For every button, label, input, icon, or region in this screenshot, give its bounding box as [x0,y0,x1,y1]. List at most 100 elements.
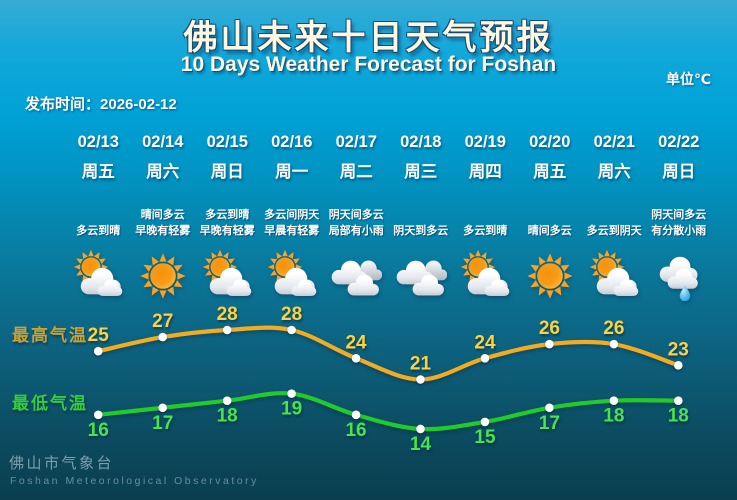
weather-description-line2: 阴天到多云 [393,225,449,237]
max-temp-point [158,332,167,342]
weather-description: 阴天间多云局部有小雨 [324,205,389,239]
publish-date: 2026-02-12 [100,96,177,113]
day-column: 02/18 周三阴天到多云 [389,131,454,306]
sunny-icon [137,249,189,301]
min-temp-point [158,403,167,413]
min-temp-value: 17 [539,413,560,434]
weather-description: 多云到阴天 [582,205,647,239]
min-temp-point [480,417,490,427]
day-column: 02/22 周日 阴天间多云 有分散小雨 [647,131,712,306]
temperature-chart: 25 27 28 28 24 21 24 26 26 23 16 17 18 19 16 14 15 17 18 18 [88,304,689,455]
weather-description: 多云间阴天早晨有轻雾 [260,205,325,239]
date-label: 02/15 [206,133,248,151]
max-temp-point [609,339,619,349]
weather-description-line2: 多云到阴天 [586,225,642,237]
partly-cloudy-icon [459,249,511,301]
weather-description: 多云到晴 早晚有轻雾 [195,205,260,239]
max-temp-point [545,339,554,349]
weekday-label: 周三 [404,163,438,181]
cloudy-icon [330,249,382,301]
max-temp-point [480,353,490,363]
partly-cloudy-icon [72,249,124,301]
max-temp-value: 26 [539,318,560,339]
weather-description: 晴间多云 早晚有轻雾 [131,205,196,239]
weekday-label: 周六 [597,163,631,181]
day-column: 02/20 周五晴间多云 [518,131,583,306]
max-temp-value: 21 [410,353,432,374]
weather-description-line1: 阴天间多云 [651,209,707,221]
date-label: 02/16 [271,133,313,151]
weather-description-line1: 多云间阴天 [264,209,320,221]
weather-description: 阴天到多云 [389,205,454,239]
max-temp-value: 27 [152,311,173,332]
sunny-icon [524,249,576,301]
weather-description-line2: 局部有小雨 [328,225,384,237]
weekday-label: 周五 [81,163,115,181]
min-temp-series-label: 最低气温 [12,394,88,413]
weather-description-line2: 早晨有轻雾 [264,225,320,237]
min-temp-value: 15 [474,427,496,448]
max-temp-value: 26 [603,318,624,339]
publish-label: 发布时间： [25,96,101,113]
weather-description-line2: 多云到晴 [463,225,508,237]
min-temp-point [222,396,232,405]
weather-description-line1: 晴间多云 [140,209,185,221]
min-temp-value: 14 [410,434,432,455]
max-temp-point [674,361,683,370]
min-temp-value: 18 [603,406,624,427]
weekday-label: 周一 [275,163,309,181]
rain-icon [653,249,705,301]
max-temp-value: 25 [88,325,110,346]
weather-description-line2: 有分散小雨 [651,225,707,237]
date-label: 02/17 [335,133,377,151]
date-label: 02/13 [77,133,119,151]
min-temp-value: 18 [217,406,238,427]
weekday-label: 周日 [662,163,696,181]
max-temp-point [287,325,296,335]
max-temp-value: 28 [217,304,238,325]
weather-description-line2: 早晚有轻雾 [135,225,191,237]
day-column: 02/17 周二阴天间多云局部有小雨 [324,131,389,306]
weekday-label: 周二 [339,163,373,181]
page-subtitle: 10 Days Weather Forecast for Foshan [180,53,557,76]
partly-cloudy-icon [588,249,640,301]
weekday-label: 周日 [210,163,244,181]
min-temp-value: 16 [88,420,109,441]
max-temp-value: 28 [281,304,302,325]
cloudy-icon [395,249,447,301]
weekday-label: 周四 [468,163,502,181]
day-column: 02/16 周一多云间阴天早晨有轻雾 [260,131,325,306]
weather-description: 多云到晴 [66,205,131,239]
min-temp-point [674,396,683,405]
min-temp-value: 16 [345,420,366,441]
weather-description-line2: 多云到晴 [76,225,121,237]
date-label: 02/19 [464,133,506,151]
min-temp-point [287,389,296,398]
min-temp-value: 17 [152,413,173,434]
day-column: 02/14 周六 晴间多云 早晚有轻雾 [131,131,196,306]
footer-org-name-cn: 佛山市气象台 [9,455,115,472]
date-label: 02/18 [400,133,442,151]
max-temp-point [351,353,361,363]
footer-org-name-en: Foshan Meteorological Observatory [10,475,259,487]
partly-cloudy-icon [266,249,318,301]
min-temp-value: 18 [668,406,689,427]
min-temp-point [416,424,425,434]
max-temp-line [96,325,681,382]
unit-label: 单位℃ [666,71,711,87]
publish-time: 发布时间：2026-02-12 [25,93,177,114]
weekday-label: 周五 [533,163,567,181]
weather-description-line1: 阴天间多云 [328,209,384,221]
day-column: 02/19 周四多云到晴 [453,131,518,306]
min-temp-point [93,410,103,420]
partly-cloudy-icon [201,249,253,301]
weather-description-line2: 晴间多云 [527,225,572,237]
max-temp-series-label: 最高气温 [12,326,88,345]
min-temp-point [609,396,619,405]
max-temp-value: 24 [345,332,367,353]
day-column: 02/21 周六 多云到阴天 [582,131,647,306]
weather-description: 多云到晴 [453,205,518,239]
date-label: 02/20 [529,133,571,151]
date-label: 02/14 [142,133,184,151]
